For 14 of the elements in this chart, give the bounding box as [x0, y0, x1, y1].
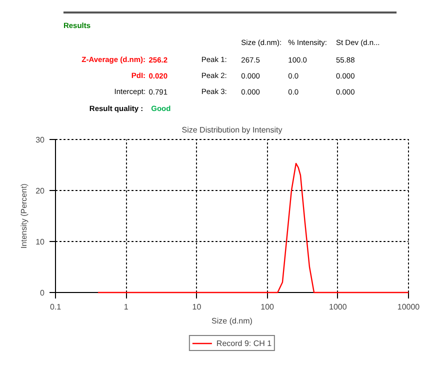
x-tick-label: 0.1 — [50, 302, 62, 312]
x-tick-label: 10 — [192, 302, 202, 312]
x-axis-title: Size (d.nm) — [212, 316, 253, 326]
y-tick-label: 10 — [36, 238, 46, 246]
y-axis-title: Intensity (Percent) — [20, 183, 29, 248]
chart-title: Size Distribution by Intensity — [182, 126, 282, 134]
y-tick-label: 20 — [36, 186, 46, 196]
x-tick-label: 100 — [260, 302, 275, 312]
legend-label: Record 9: CH 1 — [216, 338, 272, 348]
y-tick-label: 30 — [36, 136, 46, 144]
y-tick-label: 0 — [40, 288, 46, 298]
x-tick-label: 1000 — [329, 302, 348, 312]
x-tick-label: 10000 — [397, 302, 420, 312]
x-tick-label: 1 — [124, 302, 129, 312]
